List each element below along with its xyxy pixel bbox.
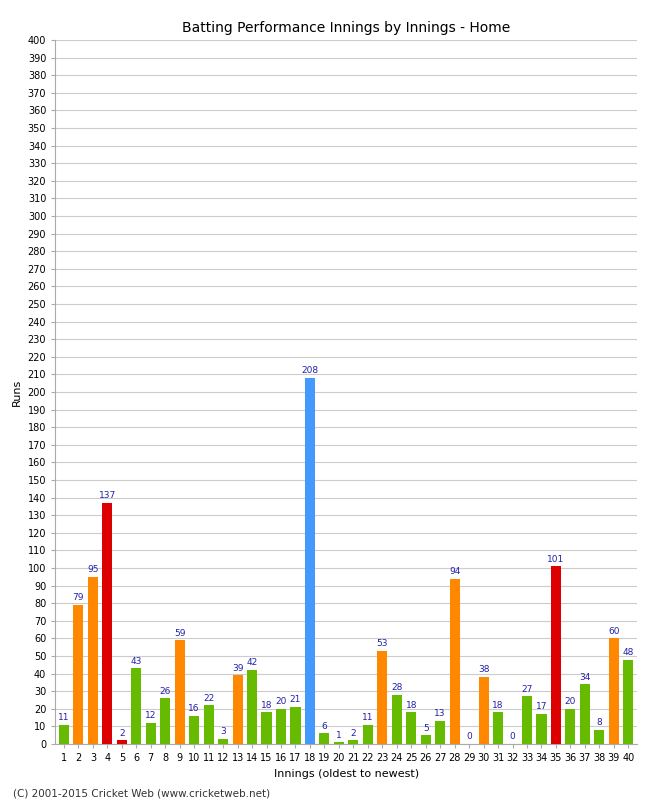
Text: 17: 17 [536, 702, 547, 711]
Bar [392, 694, 402, 744]
Bar [218, 738, 228, 744]
Y-axis label: Runs: Runs [12, 378, 22, 406]
Text: 18: 18 [261, 701, 272, 710]
Text: 16: 16 [188, 704, 200, 714]
Text: 101: 101 [547, 554, 565, 563]
Text: 6: 6 [322, 722, 328, 731]
Text: 11: 11 [58, 713, 70, 722]
Text: 3: 3 [220, 727, 226, 736]
Bar [261, 712, 272, 744]
Bar [189, 716, 200, 744]
Text: 208: 208 [302, 366, 318, 375]
Text: 39: 39 [232, 664, 243, 673]
Text: 60: 60 [608, 626, 619, 636]
Bar [73, 605, 83, 744]
Text: 34: 34 [579, 673, 591, 682]
Bar [348, 741, 358, 744]
Bar [594, 730, 604, 744]
Text: 22: 22 [203, 694, 215, 702]
Bar [493, 712, 503, 744]
Text: 79: 79 [73, 594, 84, 602]
Text: 28: 28 [391, 683, 402, 692]
Text: (C) 2001-2015 Cricket Web (www.cricketweb.net): (C) 2001-2015 Cricket Web (www.cricketwe… [13, 789, 270, 798]
Bar [131, 668, 141, 744]
Text: 38: 38 [478, 666, 489, 674]
Bar [580, 684, 590, 744]
Bar [175, 640, 185, 744]
Bar [609, 638, 619, 744]
Bar [203, 706, 214, 744]
Bar [160, 698, 170, 744]
Bar [233, 675, 242, 744]
Bar [291, 707, 300, 744]
Bar [363, 725, 373, 744]
Text: 5: 5 [423, 723, 428, 733]
Bar [319, 734, 330, 744]
Bar [551, 566, 561, 744]
Bar [117, 741, 127, 744]
Title: Batting Performance Innings by Innings - Home: Batting Performance Innings by Innings -… [182, 21, 510, 34]
Text: 26: 26 [159, 686, 171, 695]
Bar [59, 725, 69, 744]
Text: 42: 42 [246, 658, 257, 667]
Bar [247, 670, 257, 744]
Bar [450, 578, 460, 744]
Text: 1: 1 [336, 730, 342, 739]
Bar [421, 735, 431, 744]
Text: 48: 48 [623, 648, 634, 657]
Bar [536, 714, 547, 744]
Text: 0: 0 [510, 732, 515, 742]
Bar [377, 650, 387, 744]
Text: 13: 13 [434, 710, 446, 718]
Text: 21: 21 [290, 695, 301, 704]
Bar [276, 709, 286, 744]
Bar [623, 659, 633, 744]
Text: 53: 53 [376, 639, 388, 648]
Text: 2: 2 [350, 729, 356, 738]
Bar [146, 723, 156, 744]
Bar [102, 503, 112, 744]
Text: 18: 18 [406, 701, 417, 710]
Bar [522, 697, 532, 744]
Text: 59: 59 [174, 629, 185, 638]
Text: 12: 12 [145, 711, 157, 720]
Bar [305, 378, 315, 744]
Text: 2: 2 [119, 729, 125, 738]
Bar [478, 677, 489, 744]
X-axis label: Innings (oldest to newest): Innings (oldest to newest) [274, 769, 419, 778]
Text: 137: 137 [99, 491, 116, 500]
Text: 94: 94 [449, 567, 460, 576]
Text: 20: 20 [276, 697, 287, 706]
Bar [566, 709, 575, 744]
Text: 8: 8 [597, 718, 603, 727]
Text: 11: 11 [362, 713, 374, 722]
Text: 43: 43 [131, 657, 142, 666]
Bar [88, 577, 98, 744]
Bar [435, 721, 445, 744]
Text: 18: 18 [492, 701, 504, 710]
Text: 27: 27 [521, 685, 533, 694]
Text: 0: 0 [466, 732, 472, 742]
Text: 20: 20 [565, 697, 576, 706]
Text: 95: 95 [87, 565, 99, 574]
Bar [406, 712, 416, 744]
Bar [334, 742, 344, 744]
